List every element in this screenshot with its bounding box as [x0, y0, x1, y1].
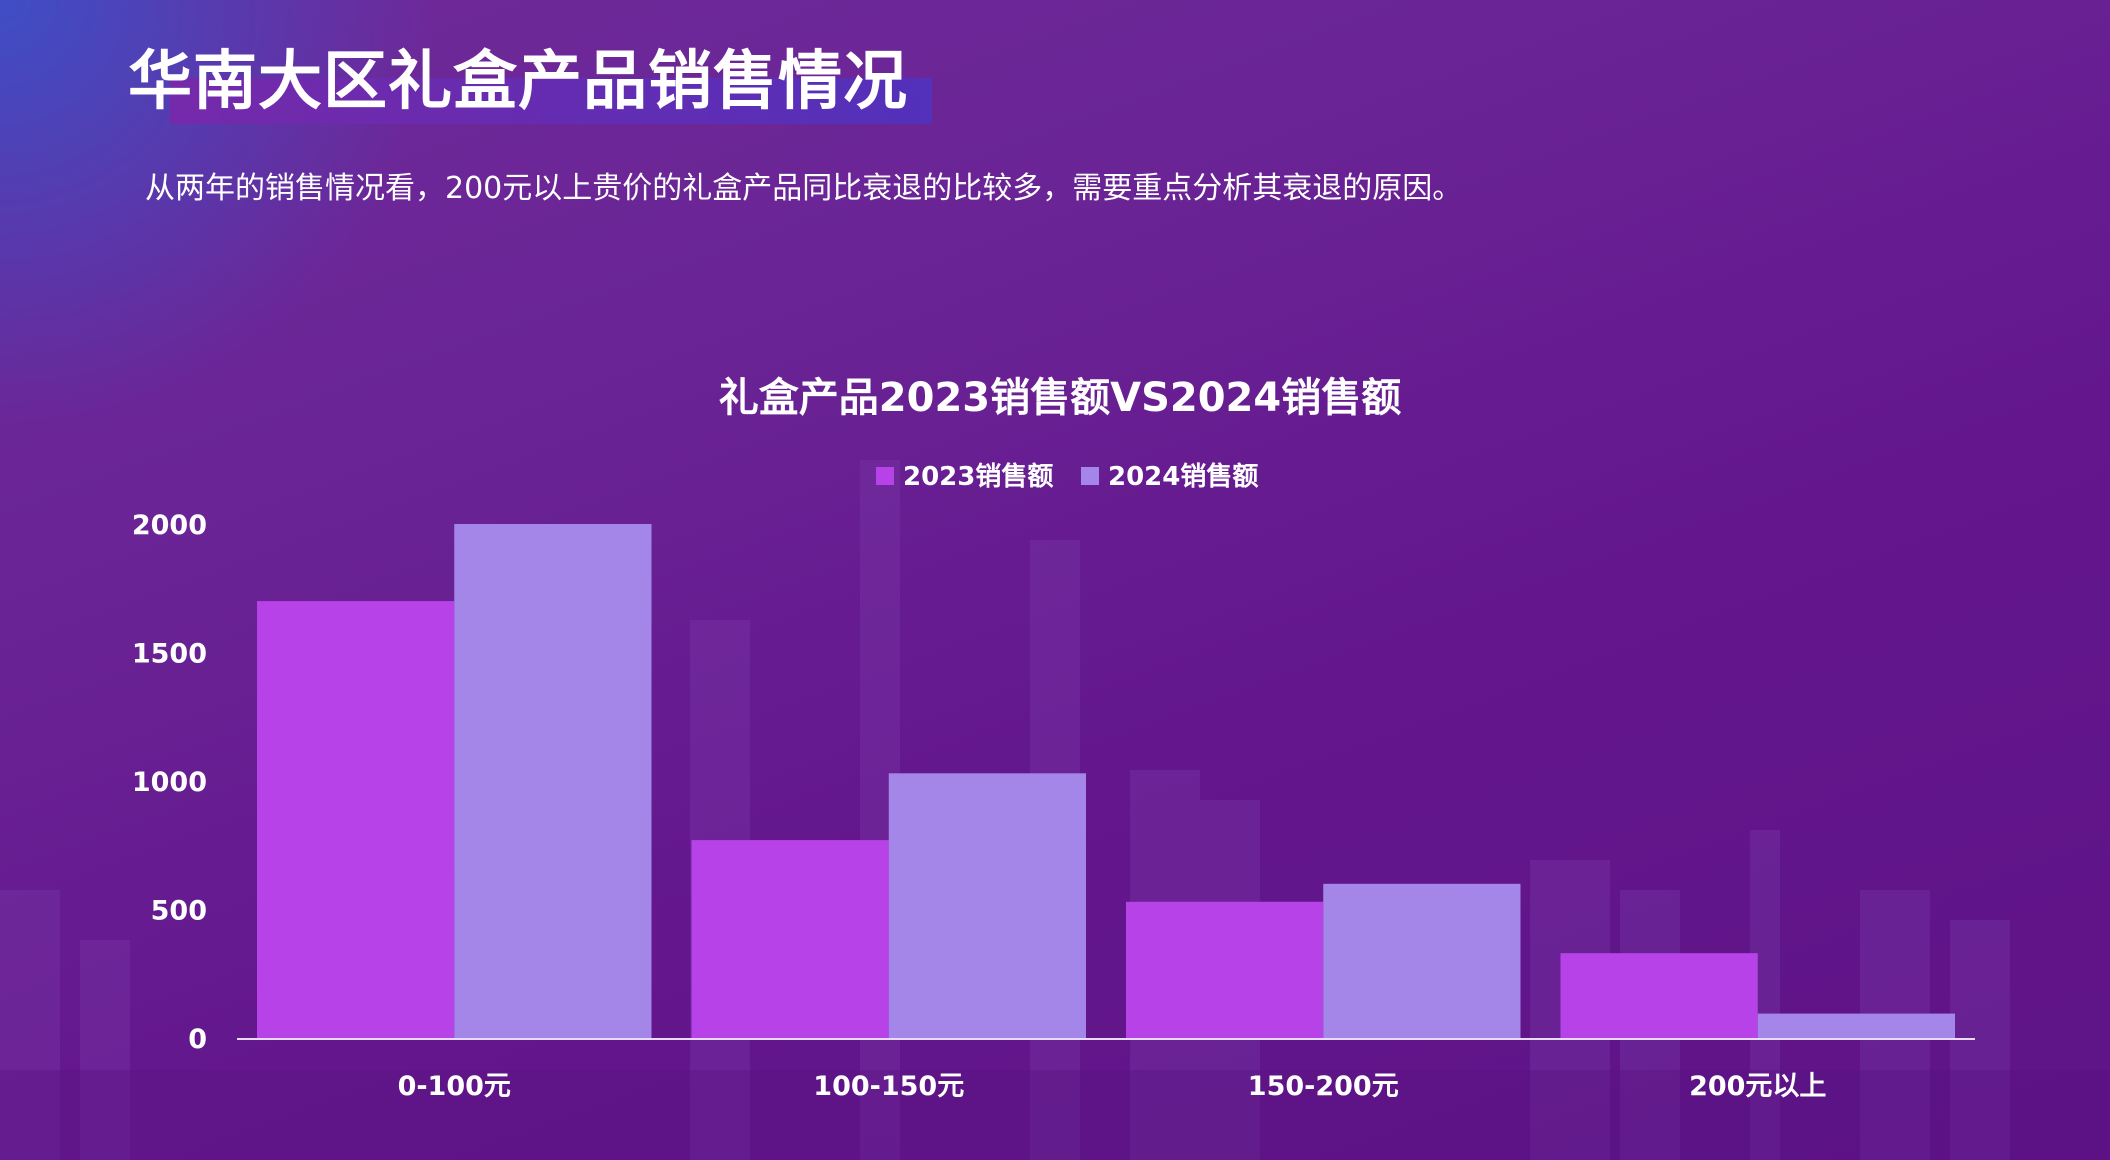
y-tick-label: 0 [188, 1024, 207, 1055]
legend-label-1: 2023销售额 [903, 461, 1053, 492]
bar-2023销售额-150-200元 [1126, 901, 1324, 1038]
bar-2023销售额-100-150元 [691, 840, 889, 1038]
y-tick-label: 500 [151, 896, 207, 927]
legend-swatch-1 [876, 467, 894, 485]
chart-legend: 2023销售额 2024销售额 [876, 461, 1258, 492]
bar-2024销售额-200元以上 [1757, 1013, 1955, 1038]
legend-label-2: 2024销售额 [1108, 461, 1258, 492]
page-title: 华南大区礼盒产品销售情况 [128, 45, 908, 119]
x-tick-label: 200元以上 [1689, 1071, 1826, 1102]
chart-title: 礼盒产品2023销售额VS2024销售额 [719, 375, 1401, 421]
bar-2023销售额-200元以上 [1560, 953, 1758, 1038]
x-tick-label: 0-100元 [398, 1071, 511, 1102]
y-tick-label: 1500 [132, 639, 207, 670]
x-tick-label: 100-150元 [813, 1071, 964, 1102]
title-highlight-bar [170, 78, 932, 124]
bar-2023销售额-0-100元 [257, 601, 455, 1038]
bar-2024销售额-0-100元 [454, 524, 652, 1038]
legend-swatch-2 [1081, 467, 1099, 485]
y-tick-label: 1000 [132, 767, 207, 798]
y-tick-label: 2000 [132, 510, 207, 541]
bar-2024销售额-100-150元 [888, 773, 1086, 1038]
bar-2024销售额-150-200元 [1323, 883, 1521, 1038]
y-axis: 0 500 1000 1500 2000 [132, 510, 207, 1055]
page-subtitle: 从两年的销售情况看，200元以上贵价的礼盒产品同比衰退的比较多，需要重点分析其衰… [145, 171, 1463, 206]
x-tick-label: 150-200元 [1248, 1071, 1399, 1102]
chart-bars [257, 524, 1955, 1038]
x-axis: 0-100元 100-150元 150-200元 200元以上 [237, 1038, 1975, 1102]
